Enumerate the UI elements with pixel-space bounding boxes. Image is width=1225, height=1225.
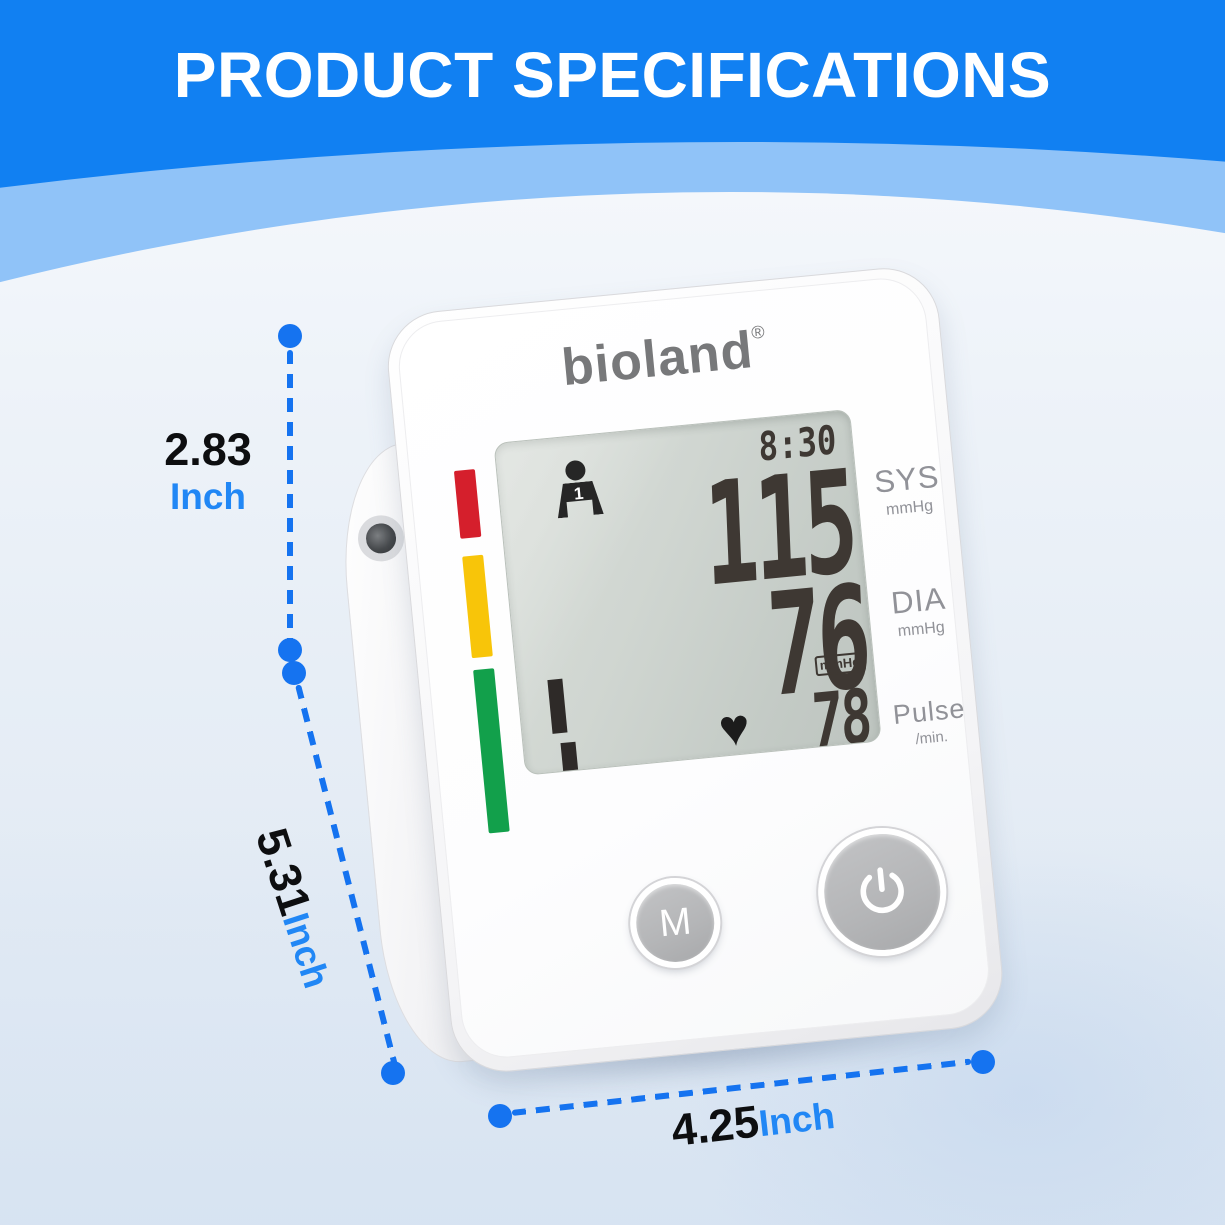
dimension-height-line [287, 350, 293, 642]
pulse-value: 78 [810, 672, 872, 766]
label-dia: DIA mmHg [875, 579, 964, 643]
height-value: 2.83 [164, 424, 252, 475]
height-unit: Inch [169, 475, 247, 517]
dimension-height-label: 2.83 Inch [142, 424, 274, 518]
device-face: bioland® 1 8:30 115 76 mmHg 78 ♥ [394, 274, 994, 1062]
dia-label: DIA [889, 580, 948, 621]
user-icon-head [564, 459, 587, 482]
power-button [812, 822, 953, 962]
blood-pressure-monitor: bioland® 1 8:30 115 76 mmHg 78 ♥ [333, 263, 1008, 1077]
heart-icon: ♥ [716, 698, 753, 759]
memory-button: M [626, 873, 725, 973]
dimension-dot [488, 1104, 512, 1128]
user-icon: 1 [553, 458, 604, 520]
dimension-dot [381, 1061, 405, 1085]
label-sys: SYS mmHg [863, 458, 952, 522]
brand-logo: bioland® [398, 303, 929, 413]
dimension-dot [282, 661, 306, 685]
sys-label: SYS [872, 458, 941, 500]
indicator-bar-red [453, 469, 482, 539]
width-value: 4.25 [668, 1095, 762, 1156]
dimension-dot [278, 324, 302, 348]
indicator-bar-yellow [462, 554, 493, 659]
power-icon [860, 867, 904, 914]
indicator-bar-green [473, 668, 510, 834]
page-title: PRODUCT SPECIFICATIONS [173, 39, 1052, 111]
registered-mark: ® [750, 321, 766, 343]
label-pulse: Pulse /min. [886, 693, 974, 751]
width-unit: Inch [756, 1094, 837, 1145]
dimension-dot [278, 638, 302, 662]
lcd-screen: 1 8:30 115 76 mmHg 78 ♥ [493, 408, 882, 776]
brand-name: bioland [559, 321, 756, 398]
lcd-tick-mark [560, 741, 581, 776]
dimension-dot [971, 1050, 995, 1074]
